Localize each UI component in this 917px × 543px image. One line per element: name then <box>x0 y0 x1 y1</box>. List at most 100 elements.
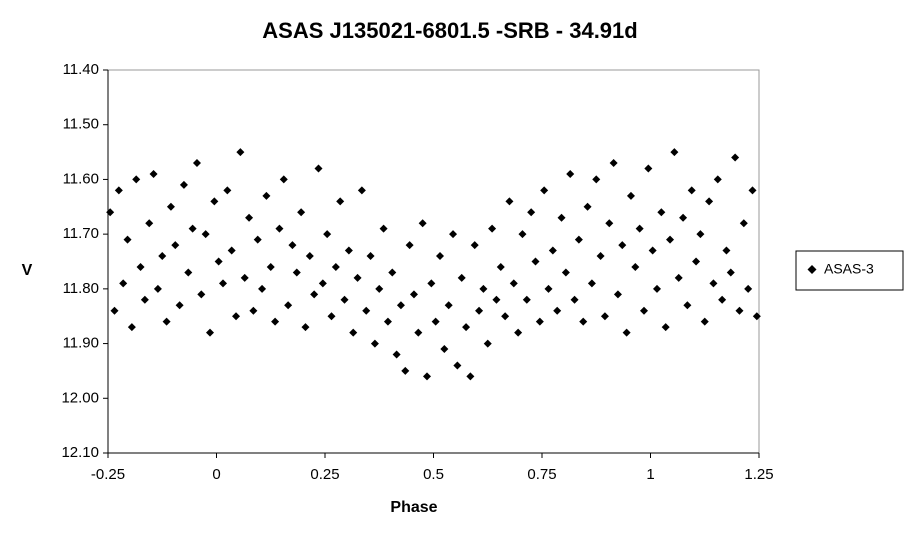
data-point <box>705 197 714 206</box>
data-point <box>323 230 332 239</box>
data-point <box>366 252 375 261</box>
data-point <box>158 252 167 261</box>
data-point <box>739 219 748 228</box>
data-point <box>666 235 675 244</box>
data-point <box>496 262 505 271</box>
data-point <box>219 279 228 288</box>
data-point <box>275 224 284 233</box>
data-point <box>670 148 679 157</box>
x-tick-label: 0.75 <box>527 466 556 483</box>
data-point <box>418 219 427 228</box>
data-point <box>548 246 557 255</box>
data-point <box>331 262 340 271</box>
data-point <box>674 273 683 282</box>
data-point <box>544 284 553 293</box>
data-point <box>318 279 327 288</box>
x-tick-label: 1 <box>646 466 654 483</box>
data-point <box>353 273 362 282</box>
data-point <box>249 306 258 315</box>
data-point <box>722 246 731 255</box>
data-point <box>370 339 379 348</box>
data-point <box>687 186 696 195</box>
data-point <box>744 284 753 293</box>
data-point <box>557 213 566 222</box>
data-point <box>488 224 497 233</box>
data-point <box>509 279 518 288</box>
data-point <box>466 372 475 381</box>
data-point <box>540 186 549 195</box>
data-point <box>140 295 149 304</box>
data-point <box>258 284 267 293</box>
data-point <box>123 235 132 244</box>
data-point <box>245 213 254 222</box>
y-axis-label: V <box>22 262 33 279</box>
data-point <box>709 279 718 288</box>
x-tick-label: 0.25 <box>310 466 339 483</box>
data-point <box>514 328 523 337</box>
data-point <box>613 290 622 299</box>
data-point <box>449 230 458 239</box>
y-tick-label: 11.80 <box>63 280 99 297</box>
data-point <box>392 350 401 359</box>
data-point <box>357 186 366 195</box>
data-point <box>236 148 245 157</box>
data-point <box>127 323 136 332</box>
data-point <box>240 273 249 282</box>
data-point <box>713 175 722 184</box>
data-point <box>566 169 575 178</box>
data-point <box>106 208 115 217</box>
data-point <box>522 295 531 304</box>
data-point <box>379 224 388 233</box>
data-point <box>119 279 128 288</box>
data-point <box>422 372 431 381</box>
legend-swatch <box>807 265 817 274</box>
data-point <box>470 241 479 250</box>
data-point <box>527 208 536 217</box>
data-point <box>362 306 371 315</box>
y-tick-label: 11.70 <box>63 225 99 242</box>
data-point <box>344 246 353 255</box>
legend: ASAS-3 <box>795 250 904 291</box>
data-point <box>136 262 145 271</box>
data-point <box>587 279 596 288</box>
x-tick-label: -0.25 <box>91 466 125 483</box>
data-point <box>223 186 232 195</box>
data-point <box>288 241 297 250</box>
data-point <box>648 246 657 255</box>
data-point <box>735 306 744 315</box>
data-point <box>175 301 184 310</box>
data-point <box>310 290 319 299</box>
data-point <box>171 241 180 250</box>
y-tick-label: 12.00 <box>61 389 99 406</box>
data-point <box>718 295 727 304</box>
data-point <box>327 312 336 321</box>
data-point <box>583 202 592 211</box>
data-point <box>184 268 193 277</box>
data-point <box>292 268 301 277</box>
data-point <box>349 328 358 337</box>
data-point <box>605 219 614 228</box>
data-point <box>201 230 210 239</box>
data-point <box>553 306 562 315</box>
data-point <box>253 235 262 244</box>
data-point <box>726 268 735 277</box>
data-point <box>149 169 158 178</box>
data-point <box>644 164 653 173</box>
chart-title: ASAS J135021-6801.5 -SRB - 34.91d <box>262 18 637 43</box>
data-point <box>279 175 288 184</box>
data-point <box>457 273 466 282</box>
data-point <box>483 339 492 348</box>
data-point <box>731 153 740 162</box>
data-point <box>462 323 471 332</box>
data-point <box>531 257 540 266</box>
legend-label: ASAS-3 <box>824 261 874 277</box>
data-point <box>396 301 405 310</box>
data-point <box>570 295 579 304</box>
data-point <box>405 241 414 250</box>
data-point <box>145 219 154 228</box>
data-point <box>162 317 171 326</box>
data-point <box>696 230 705 239</box>
